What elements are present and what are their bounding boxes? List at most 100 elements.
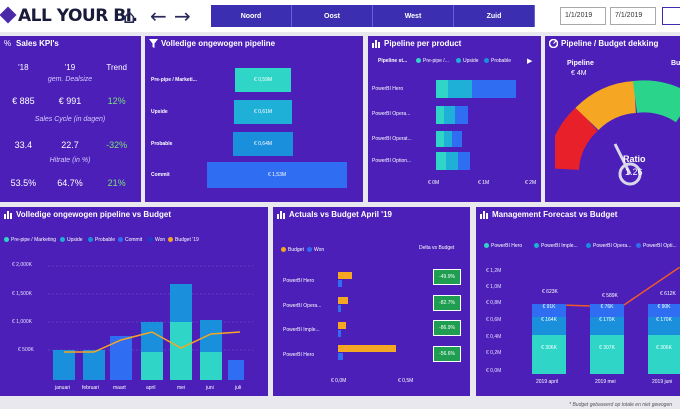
percent-icon: % (4, 39, 12, 48)
x-tick: juni (206, 385, 214, 391)
back-arrow-icon[interactable]: ← (150, 4, 167, 28)
budget-bar[interactable] (338, 272, 352, 279)
kpi-value: 22.7 (61, 140, 79, 150)
legend-title: Pipeline st... (378, 58, 408, 64)
forecast-column-mei[interactable]: € 76K € 170K € 307K (590, 304, 624, 374)
x-tick: € 2M (525, 180, 537, 186)
legend-dot (4, 237, 9, 243)
legend-item: Budget '19 (168, 237, 199, 243)
budget-footnote: * Budget gebaseerd op totale en niet gew… (569, 402, 672, 408)
column-total-label: € 612K (660, 291, 676, 297)
monthly-pipeline-panel: Volledige ongewogen pipeline vs Budget P… (0, 207, 268, 396)
budget-bar[interactable] (338, 322, 346, 329)
legend-item: PowerBI Hero (484, 243, 522, 249)
gauge-icon (548, 38, 559, 49)
product-bar-hero[interactable] (436, 80, 516, 98)
gauge-dial (555, 80, 680, 186)
won-bar[interactable] (338, 280, 342, 287)
legend-item: Won (307, 247, 324, 253)
legend-item: Upside (60, 237, 83, 243)
y-tick: € 0,2M (486, 350, 502, 356)
gauge-ratio-label: Ratio (623, 154, 646, 164)
home-icon[interactable]: ⌂ (123, 4, 136, 28)
funnel-bar-probable[interactable]: € 0,64M (233, 132, 293, 156)
legend-more-icon[interactable]: ▶ (527, 58, 533, 65)
x-tick: 2019 juni (652, 379, 673, 385)
legend-item: Upside (456, 58, 479, 64)
legend-item: Probable (484, 58, 511, 64)
legend-item: Budget (281, 247, 304, 253)
legend-dot (148, 237, 153, 243)
delta-badge: -82.7% (433, 295, 461, 311)
legend-dot (118, 237, 123, 243)
actuals-title: Actuals vs Budget April '19 (289, 210, 392, 219)
delta-title: Delta vs Budget (419, 245, 455, 251)
product-label: PowerBI Hero (372, 86, 404, 92)
legend-dot (60, 237, 65, 243)
legend-dot (586, 243, 591, 249)
funnel-stage-label: Commit (151, 172, 170, 178)
kpi-row-dealsize: € 885 € 991 12% (0, 96, 140, 106)
funnel-bar-commit[interactable]: € 1,53M (207, 162, 347, 188)
funnel-bar-prepipe[interactable]: € 0,59M (235, 68, 291, 92)
monthly-stacked-chart[interactable] (48, 262, 258, 382)
legend-dot (456, 58, 461, 64)
kpi-row-salescycle: 33.4 22.7 -32% (0, 140, 140, 150)
date-from-input[interactable]: 1/1/2019 (560, 7, 606, 25)
gauge-left-label: Pipeline (567, 60, 594, 67)
legend-label: Upside (67, 237, 83, 243)
kpi-value: 33.4 (14, 140, 33, 150)
date-to-input[interactable]: 7/1/2019 (610, 7, 656, 25)
y-tick: € 0,6M (486, 317, 502, 323)
kpi-label-salescycle: Sales Cycle (in dagen) (34, 116, 106, 123)
more-filter-box[interactable] (662, 7, 680, 25)
bar-chart-icon (4, 210, 13, 219)
forecast-segment: € 170K (648, 316, 680, 336)
budget-bar[interactable] (338, 345, 396, 352)
bar-chart-icon (277, 210, 286, 219)
kpi-trend: -32% (106, 140, 128, 150)
x-tick: mei (177, 385, 186, 391)
product-bar-operations[interactable] (436, 106, 468, 124)
actuals-panel: Actuals vs Budget April '19 Budget Won D… (273, 207, 470, 396)
product-bar-option[interactable] (436, 152, 470, 170)
region-west-button[interactable]: West (373, 5, 454, 27)
forward-arrow-icon[interactable]: → (174, 4, 191, 28)
budget-bar[interactable] (338, 297, 348, 304)
delta-badge: -56.6% (433, 346, 461, 362)
gauge-panel: Pipeline / Budget dekking Pipeline € 4M … (545, 36, 680, 202)
won-bar[interactable] (338, 305, 341, 312)
funnel-bar-upside[interactable]: € 0,61M (234, 100, 292, 124)
legend-item: Commit (118, 237, 142, 243)
y-tick: € 2,000K (12, 262, 33, 268)
x-tick: juli (235, 385, 242, 391)
legend-dot (534, 243, 539, 249)
legend-dot (88, 237, 93, 243)
gauge-right-label: Bu (671, 60, 680, 67)
region-noord-button[interactable]: Noord (211, 5, 292, 27)
forecast-segment: € 91K (532, 304, 566, 317)
kpi-col-2018: '18 (18, 63, 29, 72)
legend-label: Budget '19 (175, 237, 199, 243)
x-tick: 2019 mei (595, 379, 616, 385)
region-oost-button[interactable]: Oost (292, 5, 373, 27)
funnel-panel: Volledige ongewogen pipeline Pre-pipe / … (145, 36, 363, 202)
y-tick: € 1,000K (12, 319, 33, 325)
x-tick: april (146, 385, 156, 391)
forecast-column-juni[interactable]: € 90K € 170K € 306K (648, 304, 680, 374)
region-zuid-button[interactable]: Zuid (454, 5, 535, 27)
forecast-column-april[interactable]: € 91K € 164K € 306K (532, 304, 566, 374)
product-bar-operat[interactable] (436, 131, 462, 147)
legend-label: PowerBI Opera... (593, 243, 632, 249)
y-tick: € 500K (18, 347, 34, 353)
legend-dot (636, 243, 641, 249)
y-tick: € 1,500K (12, 291, 33, 297)
won-bar[interactable] (338, 353, 343, 360)
x-tick: € 1M (478, 180, 490, 186)
legend-label: Probable (95, 237, 116, 243)
legend-label: PowerBI Hero (491, 243, 523, 249)
forecast-segment: € 170K (590, 316, 624, 336)
funnel-title: Volledige ongewogen pipeline (161, 39, 276, 48)
won-bar[interactable] (338, 330, 341, 337)
gauge-left-value: € 4M (571, 70, 587, 77)
